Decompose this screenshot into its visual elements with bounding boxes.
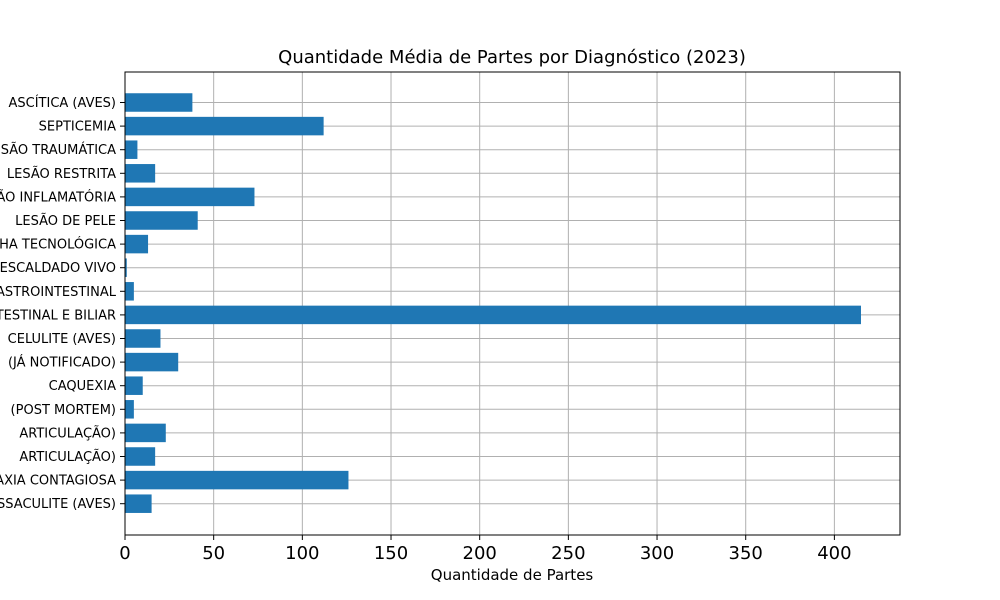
bar xyxy=(125,376,143,395)
y-tick-label: GASTROINTESTINAL xyxy=(0,285,117,300)
bar xyxy=(125,164,156,183)
y-tick-label: ARTICULAÇÃO) xyxy=(19,425,116,441)
bar xyxy=(125,400,134,419)
chart-title: Quantidade Média de Partes por Diagnósti… xyxy=(278,47,746,68)
x-tick-label: 150 xyxy=(374,543,408,564)
y-tick-label: (JÁ NOTIFICADO) xyxy=(8,355,116,371)
y-tick-label: CELULITE (AVES) xyxy=(8,332,116,347)
y-tick-labels: ASCÍTICA (AVES) SEPTICEMIA LESÃO TRAUMÁTIC… xyxy=(0,95,125,512)
x-tick-label: 0 xyxy=(119,543,130,564)
x-tick-label: 400 xyxy=(817,543,851,564)
y-tick-label: SEPTICEMIA xyxy=(39,120,116,135)
bar xyxy=(125,211,198,230)
bar xyxy=(125,329,161,348)
bar xyxy=(125,93,193,112)
y-tick-label: AEROSSACULITE (AVES) xyxy=(0,497,116,512)
bar xyxy=(125,282,134,301)
y-tick-label: CAQUEXIA xyxy=(49,379,116,394)
bar xyxy=(125,305,861,325)
y-tick-label: ARTICULAÇÃO) xyxy=(19,449,116,465)
y-tick-label: INTESTINAL E BILIAR xyxy=(0,308,116,323)
bar xyxy=(125,187,255,207)
y-tick-label: FALHA TECNOLÓGICA xyxy=(0,237,116,253)
bar xyxy=(125,116,324,136)
y-tick-label: LESÃO DE PELE xyxy=(15,213,116,229)
bar xyxy=(125,258,127,277)
bar xyxy=(125,423,166,443)
x-tick-label: 250 xyxy=(551,543,585,564)
bars xyxy=(125,93,861,513)
x-tick-labels: 0 50 100 150 200 250 300 350 400 xyxy=(119,535,852,564)
y-tick-label: AGALAXIA CONTAGIOSA xyxy=(0,474,116,489)
bar xyxy=(125,234,149,254)
bar xyxy=(125,447,156,466)
y-tick-label: ASCÍTICA (AVES) xyxy=(9,95,117,111)
y-tick-label: ESCALDADO VIVO xyxy=(0,261,116,276)
plot-frame xyxy=(124,71,901,536)
bar xyxy=(125,352,179,372)
x-axis-label: Quantidade de Partes xyxy=(431,566,594,584)
y-tick-label: LESÃO RESTRITA xyxy=(7,166,116,182)
x-tick-label: 50 xyxy=(202,543,225,564)
x-tick-label: 200 xyxy=(463,543,497,564)
grid xyxy=(124,72,900,535)
y-tick-label: LESÃO INFLAMATÓRIA xyxy=(0,189,116,205)
x-tick-label: 350 xyxy=(729,543,763,564)
bar xyxy=(125,140,138,159)
x-tick-label: 300 xyxy=(640,543,674,564)
y-tick-label: LESÃO TRAUMÁTICA xyxy=(0,142,116,158)
x-tick-label: 100 xyxy=(285,543,319,564)
bar xyxy=(125,494,152,513)
y-tick-label: (POST MORTEM) xyxy=(11,403,116,418)
bar xyxy=(125,470,349,490)
